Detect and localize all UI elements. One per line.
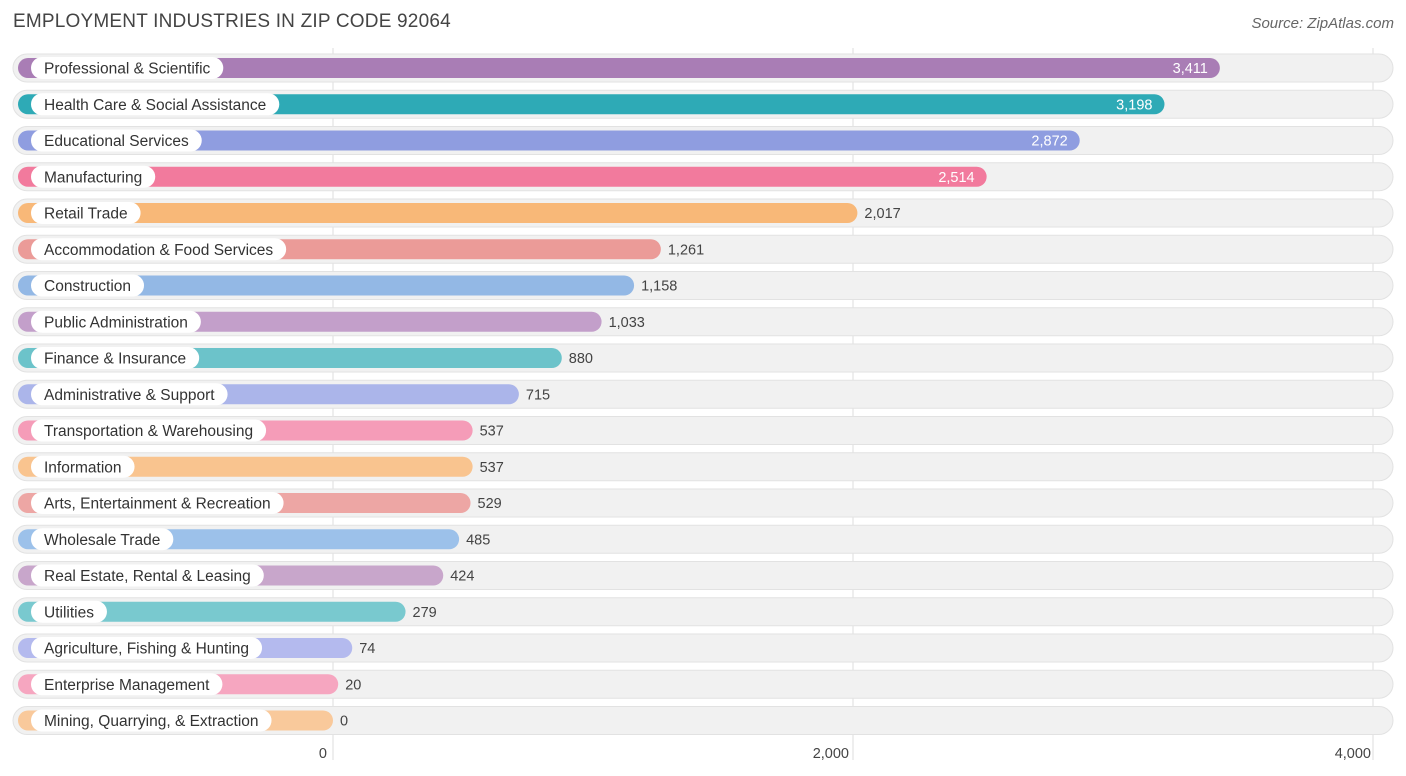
category-label: Finance & Insurance [44, 351, 186, 368]
bar-row: Mining, Quarrying, & Extraction 0 [12, 706, 1394, 735]
x-tick-label: 4,000 [1335, 746, 1371, 762]
bar-row: Wholesale Trade 485 [12, 524, 1394, 554]
bar-row: Agriculture, Fishing & Hunting 74 [12, 633, 1394, 663]
category-label-pill [31, 165, 156, 188]
category-label-pill [31, 528, 174, 551]
category-label: Retail Trade [44, 206, 128, 223]
category-label: Educational Services [44, 133, 189, 150]
value-label: 537 [480, 460, 504, 476]
value-label: 1,158 [641, 279, 677, 295]
category-label: Information [44, 459, 122, 476]
category-label: Real Estate, Rental & Leasing [44, 568, 251, 585]
category-label-pill [31, 274, 145, 297]
bar-row: Construction 1,158 [12, 271, 1394, 300]
value-label: 537 [480, 424, 504, 440]
bar [18, 275, 635, 296]
category-label: Construction [44, 278, 131, 295]
bar-row: Educational Services 2,872 [12, 126, 1394, 155]
category-label-pill [31, 673, 223, 696]
bar-row: Public Administration 1,033 [12, 307, 1394, 337]
category-label-pill [31, 383, 228, 406]
value-label: 529 [478, 496, 502, 512]
value-label: 2,514 [938, 170, 974, 186]
category-label: Professional & Scientific [44, 61, 211, 78]
bar [18, 130, 1080, 151]
value-label: 424 [450, 569, 474, 585]
bar-row: Arts, Entertainment & Recreation 529 [12, 488, 1394, 518]
value-label: 2,872 [1031, 134, 1067, 150]
bar-row: Professional & Scientific 3,411 [12, 53, 1394, 83]
category-label-pill [31, 564, 264, 587]
category-label-pill [31, 709, 272, 732]
category-label-pill [31, 57, 224, 79]
category-label-pill [31, 455, 135, 478]
bar-row: Information 537 [12, 452, 1394, 482]
bar [18, 94, 1165, 115]
category-label-pill [31, 202, 141, 224]
category-label: Health Care & Social Assistance [44, 97, 266, 114]
x-tick-label: 2,000 [813, 746, 849, 762]
bar-row: Enterprise Management 20 [12, 669, 1394, 699]
value-label: 485 [466, 532, 490, 548]
bar-track [12, 633, 1394, 663]
bar-row: Finance & Insurance 880 [12, 343, 1394, 373]
value-label: 74 [359, 641, 375, 657]
category-label-pill [31, 238, 287, 261]
bar [18, 601, 406, 622]
bar [18, 58, 1220, 78]
bar-row: Real Estate, Rental & Leasing 424 [12, 561, 1394, 590]
category-label-pill [31, 310, 201, 333]
bar-row: Utilities 279 [12, 597, 1394, 627]
value-label: 2,017 [864, 206, 900, 222]
x-axis: 0 2,000 4,000 [319, 746, 1371, 762]
category-label: Transportation & Warehousing [44, 423, 253, 440]
category-label: Mining, Quarrying, & Extraction [44, 713, 259, 730]
bar-row: Retail Trade 2,017 [12, 198, 1394, 228]
category-label-pill [31, 419, 267, 442]
value-label: 20 [345, 677, 361, 693]
category-label: Administrative & Support [44, 387, 215, 404]
value-label: 1,261 [668, 242, 704, 258]
category-label-pill [31, 347, 200, 369]
bar-row: Health Care & Social Assistance 3,198 [12, 89, 1394, 119]
value-label: 880 [569, 351, 593, 367]
category-label-pill [31, 492, 284, 514]
value-label: 3,411 [1173, 61, 1208, 77]
x-tick-label: 0 [319, 746, 327, 762]
category-label: Wholesale Trade [44, 532, 160, 549]
category-label: Utilities [44, 604, 94, 621]
bar [18, 166, 987, 187]
bar-row: Manufacturing 2,514 [12, 162, 1394, 192]
category-label: Public Administration [44, 314, 188, 331]
category-label-pill [31, 129, 202, 152]
category-label: Accommodation & Food Services [44, 242, 273, 259]
value-label: 279 [413, 605, 437, 621]
value-label: 715 [526, 387, 550, 403]
bar-track [12, 669, 1394, 699]
bar-row: Administrative & Support 715 [12, 379, 1394, 409]
category-label-pill [31, 93, 280, 116]
bar-row: Transportation & Warehousing 537 [12, 416, 1394, 445]
category-label: Enterprise Management [44, 677, 210, 694]
category-label-pill [31, 637, 263, 659]
bar-row: Accommodation & Food Services 1,261 [12, 234, 1394, 264]
category-label: Arts, Entertainment & Recreation [44, 496, 271, 513]
value-label: 1,033 [609, 315, 645, 331]
category-label: Manufacturing [44, 169, 142, 186]
value-label: 3,198 [1116, 97, 1152, 113]
source-note: Source: ZipAtlas.com [1251, 15, 1394, 32]
bar [18, 203, 858, 223]
chart-title: EMPLOYMENT INDUSTRIES IN ZIP CODE 92064 [13, 11, 451, 32]
category-label: Agriculture, Fishing & Hunting [44, 641, 249, 658]
value-label: 0 [340, 714, 348, 730]
category-label-pill [31, 600, 107, 623]
bar-track [12, 706, 1394, 735]
